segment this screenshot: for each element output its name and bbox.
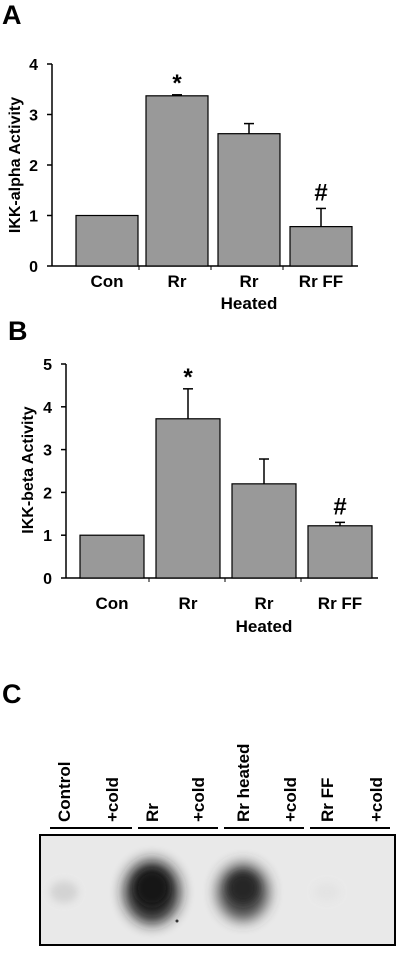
x-tick-label: Rr [255, 594, 274, 613]
x-tick-label: Con [90, 272, 123, 291]
y-tick-label: 1 [43, 528, 52, 545]
gel-band-core [135, 870, 169, 906]
bar [231, 483, 297, 579]
lane-label: +cold [281, 777, 300, 822]
y-tick-label: 2 [43, 485, 52, 502]
y-tick-label: 3 [29, 108, 38, 125]
significance-marker: * [183, 364, 193, 391]
significance-marker: * [172, 70, 182, 97]
chart-ikk-alpha: IKK-alpha Activity 0 1 2 3 4 Con * Rr Rr Heated # R… [7, 57, 358, 313]
gel-band [314, 883, 340, 901]
lane-label: Rr [143, 803, 162, 822]
lane-label: +cold [103, 777, 122, 822]
bar [289, 226, 353, 267]
y-tick-label: 5 [43, 357, 52, 374]
panel-label-b: B [8, 316, 28, 346]
chart-ikk-beta: IKK-beta Activity 0 1 2 3 4 5 Con * Rr Rr Heated # R… [20, 357, 378, 636]
x-tick-label: Rr FF [299, 272, 343, 291]
bar [307, 525, 373, 579]
y-tick-label: 4 [43, 400, 52, 417]
panel-label-c: C [2, 679, 22, 709]
gel-band-core [227, 872, 259, 904]
lane-label: Rr FF [318, 778, 337, 822]
bar [79, 534, 145, 579]
y-axis-title: IKK-alpha Activity [7, 97, 24, 233]
y-tick-label: 2 [29, 158, 38, 175]
y-axis-title: IKK-beta Activity [20, 406, 37, 534]
x-tick-label: Rr [179, 594, 198, 613]
gel-speck [175, 919, 179, 923]
bar [217, 133, 281, 267]
lane-label: Rr heated [234, 744, 253, 822]
y-tick-label: 3 [43, 443, 52, 460]
significance-marker: # [314, 179, 327, 206]
x-tick-label: Rr [168, 272, 187, 291]
y-tick-label: 0 [43, 571, 52, 588]
x-tick-sublabel: Heated [221, 294, 278, 313]
x-tick-label: Con [95, 594, 128, 613]
lane-label: +cold [189, 777, 208, 822]
significance-marker: # [333, 493, 346, 520]
lane-label: Control [55, 762, 74, 822]
panel-label-a: A [2, 0, 22, 30]
gel-band [50, 881, 78, 903]
x-tick-label: Rr [240, 272, 259, 291]
lane-label: +cold [367, 777, 386, 822]
gel-panel: Control +cold Rr +cold Rr heated +cold Rr FF +c… [39, 744, 396, 946]
x-tick-label: Rr FF [318, 594, 362, 613]
y-tick-label: 4 [29, 57, 38, 74]
y-tick-label: 0 [29, 259, 38, 276]
bar [155, 418, 221, 579]
bar [75, 214, 139, 267]
y-tick-label: 1 [29, 209, 38, 226]
x-tick-sublabel: Heated [236, 617, 293, 636]
bar [145, 95, 209, 267]
